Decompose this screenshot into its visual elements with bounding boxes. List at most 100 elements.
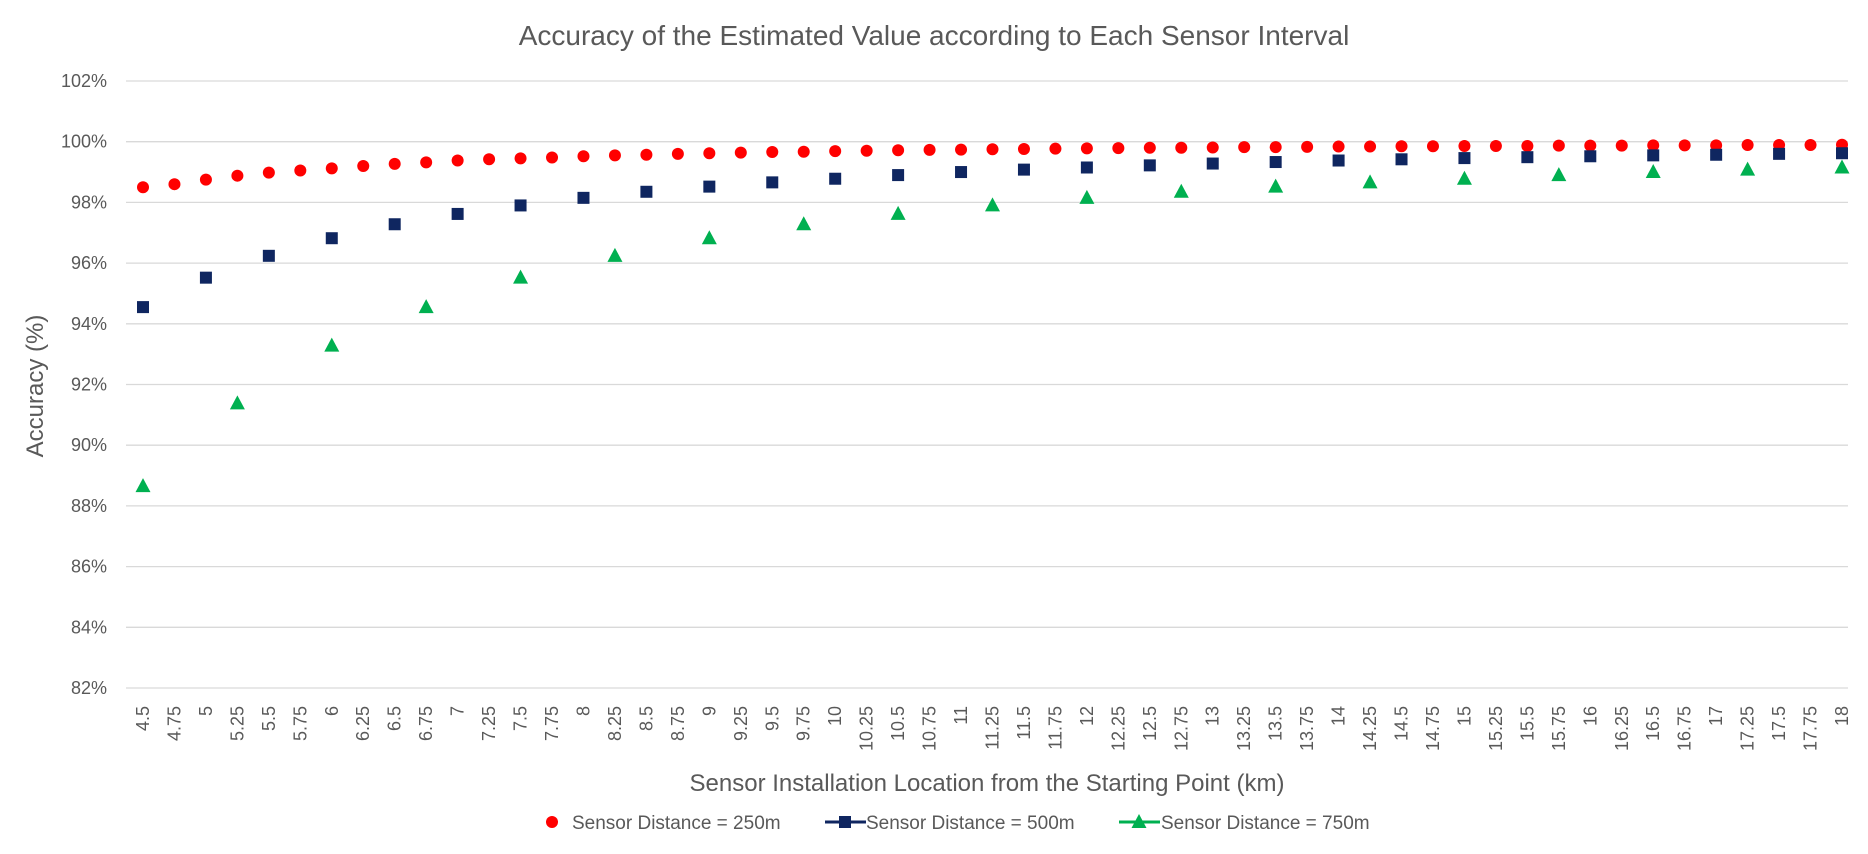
x-tick-label: 8.5: [636, 706, 656, 731]
y-tick-label: 92%: [71, 375, 107, 395]
x-tick-label: 11.5: [1014, 706, 1034, 740]
point-750m: [607, 247, 623, 262]
point-250m: [923, 143, 936, 156]
x-tick-label: 12.5: [1140, 706, 1160, 741]
series-square: [137, 147, 1848, 314]
point-250m: [1615, 139, 1628, 152]
x-tick-label: 16.25: [1612, 706, 1632, 751]
point-750m: [229, 395, 245, 410]
point-250m: [199, 173, 212, 186]
point-250m: [1741, 139, 1754, 152]
legend-label-750m: Sensor Distance = 750m: [1161, 813, 1370, 834]
point-250m: [1458, 139, 1471, 152]
point-500m: [640, 185, 653, 198]
point-250m: [1143, 141, 1156, 154]
point-250m: [1364, 140, 1377, 153]
point-250m: [860, 144, 873, 157]
point-250m: [1678, 139, 1691, 152]
point-250m: [168, 178, 181, 191]
x-tick-label: 8.25: [605, 706, 625, 741]
x-tick-label: 15.75: [1549, 706, 1569, 751]
point-750m: [1362, 174, 1378, 189]
x-tick-label: 11.25: [983, 706, 1003, 750]
point-250m: [357, 159, 370, 172]
point-750m: [890, 205, 906, 220]
x-tick-label: 15.5: [1517, 706, 1537, 741]
x-tick-label: 13.75: [1297, 706, 1317, 751]
point-750m: [1456, 170, 1472, 185]
point-500m: [1269, 156, 1282, 169]
point-250m: [451, 154, 464, 167]
x-tick-label: 12.25: [1108, 706, 1128, 751]
point-500m: [892, 169, 905, 182]
x-axis-tick-labels: 4.5 4.75 5 5.25 5.5 5.75 6 6.25 6.5 6.75 7 7.25 7.5 7…: [133, 706, 1852, 751]
point-250m: [137, 181, 149, 194]
point-250m: [1426, 140, 1439, 153]
point-250m: [231, 169, 244, 182]
x-tick-label: 9: [699, 706, 719, 716]
y-tick-label: 98%: [71, 192, 107, 212]
point-750m: [1834, 159, 1850, 174]
x-tick-label: 12.75: [1171, 706, 1191, 751]
point-500m: [1521, 151, 1534, 164]
point-500m: [1395, 153, 1408, 166]
point-250m: [1552, 139, 1565, 152]
x-tick-label: 8: [573, 706, 593, 716]
x-tick-label: 6.25: [353, 706, 373, 741]
x-tick-label: 6: [322, 706, 342, 716]
point-250m: [1647, 139, 1660, 152]
point-500m: [388, 218, 401, 231]
gridlines: [126, 80, 1848, 689]
point-250m: [262, 166, 275, 179]
point-250m: [388, 157, 401, 170]
legend-marker-triangle-icon: [1131, 814, 1147, 828]
point-250m: [294, 164, 307, 177]
point-750m: [701, 230, 717, 245]
point-250m: [1710, 139, 1723, 152]
x-tick-label: 13: [1203, 706, 1223, 726]
point-500m: [1836, 147, 1848, 160]
legend-marker-circle-icon: [546, 816, 558, 828]
point-500m: [1017, 163, 1030, 176]
point-500m: [451, 207, 464, 220]
x-tick-label: 10: [825, 706, 845, 726]
point-500m: [1080, 161, 1093, 174]
point-500m: [1710, 148, 1723, 161]
point-500m: [955, 166, 968, 179]
legend-item-250m: Sensor Distance = 250m: [546, 813, 781, 834]
x-tick-label: 16.75: [1675, 706, 1695, 751]
point-500m: [514, 199, 527, 212]
legend: Sensor Distance = 250m Sensor Distance =…: [546, 813, 1370, 834]
point-750m: [418, 299, 434, 314]
point-750m: [1173, 183, 1189, 198]
x-tick-label: 4.5: [133, 706, 153, 731]
x-tick-label: 17: [1706, 706, 1726, 726]
point-500m: [1206, 157, 1219, 170]
x-tick-label: 12: [1077, 706, 1097, 726]
point-500m: [325, 232, 338, 245]
x-tick-label: 7.5: [511, 706, 531, 731]
point-750m: [135, 478, 151, 493]
point-250m: [1489, 139, 1502, 152]
point-250m: [1521, 139, 1534, 152]
x-tick-label: 7.75: [542, 706, 562, 741]
x-tick-label: 7: [448, 706, 468, 716]
x-tick-label: 9.75: [794, 706, 814, 741]
point-500m: [1773, 147, 1786, 160]
point-750m: [1740, 161, 1756, 176]
point-250m: [546, 151, 559, 164]
x-tick-label: 15.25: [1486, 706, 1506, 751]
x-tick-label: 16.5: [1643, 706, 1663, 741]
point-500m: [829, 172, 842, 185]
x-tick-label: 6.75: [416, 706, 436, 741]
point-250m: [1112, 142, 1125, 155]
point-500m: [1647, 149, 1660, 162]
point-500m: [262, 249, 275, 262]
x-tick-label: 11: [951, 706, 971, 725]
x-tick-label: 8.75: [668, 706, 688, 741]
point-250m: [671, 147, 684, 160]
point-250m: [1395, 140, 1408, 153]
point-500m: [1584, 150, 1597, 163]
point-250m: [1049, 142, 1062, 155]
